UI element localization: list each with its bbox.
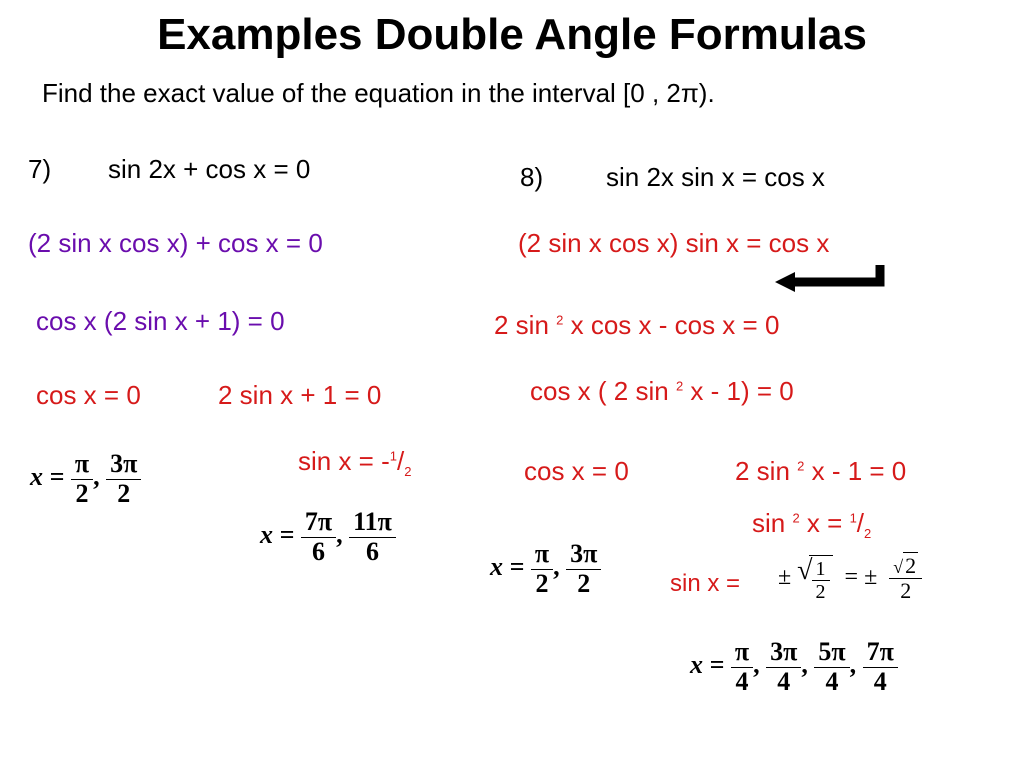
frac-3pi-4: 3π4 bbox=[766, 638, 801, 696]
p7-step3b: 2 sin x + 1 = 0 bbox=[218, 380, 381, 411]
p8-sinx-label: sin x = bbox=[670, 570, 740, 598]
frac-sqrt2-2: √2 2 bbox=[889, 554, 922, 603]
frac-3pi-2: 3π2 bbox=[106, 450, 141, 508]
frac-11pi-6: 11π6 bbox=[349, 508, 396, 566]
sqrt-icon: √ 12 bbox=[797, 555, 832, 603]
p8-step2: 2 sin 2 x cos x - cos x = 0 bbox=[494, 310, 779, 341]
p8-step4a: cos x = 0 bbox=[524, 456, 629, 487]
p7-step2: cos x (2 sin x + 1) = 0 bbox=[36, 306, 285, 337]
frac-3pi-2-b: 3π2 bbox=[566, 540, 601, 598]
p8-step5: sin 2 x = 1/2 bbox=[752, 508, 871, 541]
frac-7pi-4: 7π4 bbox=[863, 638, 898, 696]
p7-sinx: sin x = -1/2 bbox=[298, 446, 411, 479]
page-title: Examples Double Angle Formulas bbox=[0, 0, 1024, 60]
frac-7pi-6: 7π6 bbox=[301, 508, 336, 566]
frac-pi-2-b: π2 bbox=[531, 540, 553, 598]
p7-step3a: cos x = 0 bbox=[36, 380, 141, 411]
p7-sinx-lead: sin x = - bbox=[298, 446, 390, 476]
instruction-text: Find the exact value of the equation in … bbox=[0, 60, 1024, 109]
p8-equation: sin 2x sin x = cos x bbox=[606, 162, 825, 193]
p8-solution2: x = π4, 3π4, 5π4, 7π4 bbox=[690, 638, 898, 696]
p7-step1: (2 sin x cos x) + cos x = 0 bbox=[28, 228, 323, 259]
p8-solution1: x = π2, 3π2 bbox=[490, 540, 601, 598]
p7-sinx-den: 2 bbox=[404, 464, 411, 479]
p7-solution2: x = 7π6, 11π6 bbox=[260, 508, 396, 566]
p8-step1: (2 sin x cos x) sin x = cos x bbox=[518, 228, 829, 259]
math-x: x = bbox=[260, 520, 294, 549]
p7-solution1: x = π2, 3π2 bbox=[30, 450, 141, 508]
math-x: x = bbox=[30, 462, 64, 491]
math-x: x = bbox=[690, 650, 724, 679]
p8-step4b: 2 sin 2 x - 1 = 0 bbox=[735, 456, 906, 487]
frac-pi-2: π2 bbox=[71, 450, 93, 508]
p8-sqrt-expr: ± √ 12 = ± √2 2 bbox=[778, 554, 922, 603]
p7-sinx-num: 1 bbox=[390, 448, 397, 463]
p7-number: 7) bbox=[28, 154, 51, 185]
frac-5pi-4: 5π4 bbox=[814, 638, 849, 696]
arrow-icon bbox=[770, 260, 890, 300]
p8-step3: cos x ( 2 sin 2 x - 1) = 0 bbox=[530, 376, 794, 407]
frac-pi-4: π4 bbox=[731, 638, 753, 696]
p7-equation: sin 2x + cos x = 0 bbox=[108, 154, 310, 185]
p8-number: 8) bbox=[520, 162, 543, 193]
math-x: x = bbox=[490, 552, 524, 581]
